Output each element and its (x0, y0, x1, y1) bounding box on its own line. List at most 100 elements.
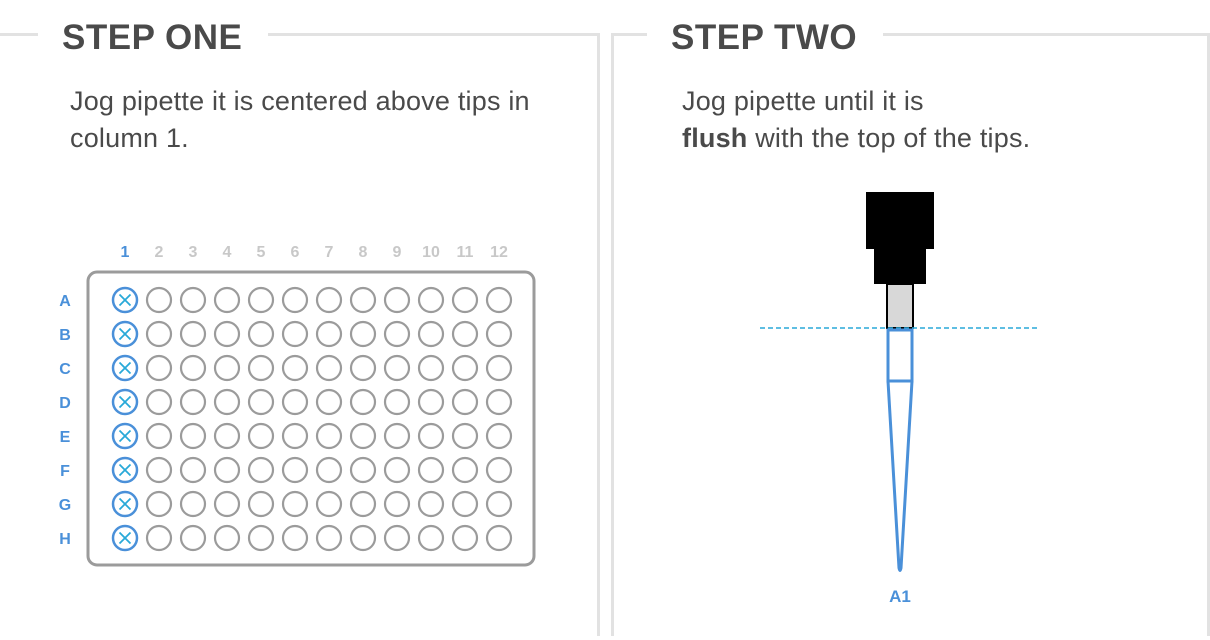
step-two-instruction-prefix: Jog pipette until it is (682, 86, 924, 116)
well-B6 (281, 320, 309, 348)
pipette-body-top (866, 192, 934, 249)
pipette-shaft (886, 283, 914, 329)
well-C4 (213, 354, 241, 382)
well-G7 (315, 490, 343, 518)
column-label-10: 10 (422, 244, 440, 261)
well-H7 (315, 524, 343, 552)
well-H3 (179, 524, 207, 552)
step-one-instruction: Jog pipette it is centered above tips in… (70, 86, 530, 153)
well-H4 (213, 524, 241, 552)
well-F3 (179, 456, 207, 484)
well-E10 (417, 422, 445, 450)
well-B4 (213, 320, 241, 348)
wells-grid (111, 286, 513, 552)
column-label-3: 3 (189, 244, 198, 261)
well-F11 (451, 456, 479, 484)
step-two-instruction: Jog pipette until it is flush with the to… (682, 83, 1182, 157)
tip-label: A1 (889, 587, 911, 606)
well-C8 (349, 354, 377, 382)
well-D4 (213, 388, 241, 416)
well-H5 (247, 524, 275, 552)
well-G3 (179, 490, 207, 518)
row-label-D: D (59, 395, 71, 412)
step-two-title: STEP TWO (647, 18, 884, 58)
well-D10 (417, 388, 445, 416)
well-E7 (315, 422, 343, 450)
tip-cone (886, 380, 914, 572)
well-B11 (451, 320, 479, 348)
well-C10 (417, 354, 445, 382)
well-F10 (417, 456, 445, 484)
well-A3 (179, 286, 207, 314)
well-A12 (485, 286, 513, 314)
well-F4 (213, 456, 241, 484)
row-label-C: C (59, 361, 71, 378)
well-F12 (485, 456, 513, 484)
well-B10 (417, 320, 445, 348)
well-H2 (145, 524, 173, 552)
well-A6 (281, 286, 309, 314)
step-two-panel: STEP TWO Jog pipette until it is flush wi… (611, 18, 1210, 636)
well-H11 (451, 524, 479, 552)
well-D3 (179, 388, 207, 416)
well-G11 (451, 490, 479, 518)
row-label-A: A (59, 293, 71, 310)
well-G10 (417, 490, 445, 518)
well-E8 (349, 422, 377, 450)
well-F9 (383, 456, 411, 484)
well-A9 (383, 286, 411, 314)
column-label-7: 7 (325, 244, 334, 261)
tip-collar (886, 328, 914, 383)
column-label-8: 8 (359, 244, 368, 261)
well-F6 (281, 456, 309, 484)
row-label-E: E (60, 429, 71, 446)
well-G9 (383, 490, 411, 518)
well-A11 (451, 286, 479, 314)
well-D8 (349, 388, 377, 416)
well-H1 (111, 524, 139, 552)
well-G12 (485, 490, 513, 518)
column-label-1: 1 (121, 244, 130, 261)
well-B8 (349, 320, 377, 348)
well-G2 (145, 490, 173, 518)
well-G1 (111, 490, 139, 518)
well-C9 (383, 354, 411, 382)
column-label-9: 9 (393, 244, 402, 261)
well-C6 (281, 354, 309, 382)
well-A7 (315, 286, 343, 314)
well-H9 (383, 524, 411, 552)
well-D6 (281, 388, 309, 416)
well-C3 (179, 354, 207, 382)
well-A4 (213, 286, 241, 314)
well-E12 (485, 422, 513, 450)
well-F8 (349, 456, 377, 484)
well-A5 (247, 286, 275, 314)
well-D1 (111, 388, 139, 416)
well-C11 (451, 354, 479, 382)
well-E3 (179, 422, 207, 450)
well-E9 (383, 422, 411, 450)
well-F7 (315, 456, 343, 484)
well-C1 (111, 354, 139, 382)
well-B12 (485, 320, 513, 348)
step-two-instruction-suffix: with the top of the tips. (755, 123, 1031, 153)
row-label-B: B (59, 327, 71, 344)
well-G8 (349, 490, 377, 518)
row-label-F: F (60, 463, 70, 480)
row-label-H: H (59, 531, 71, 548)
well-E6 (281, 422, 309, 450)
well-B9 (383, 320, 411, 348)
tip-rack-outline (86, 270, 536, 567)
step-two-instruction-bold: flush (682, 123, 748, 153)
well-B3 (179, 320, 207, 348)
column-label-2: 2 (155, 244, 164, 261)
well-A8 (349, 286, 377, 314)
well-G6 (281, 490, 309, 518)
well-B1 (111, 320, 139, 348)
well-C2 (145, 354, 173, 382)
well-D2 (145, 388, 173, 416)
well-A1 (111, 286, 139, 314)
